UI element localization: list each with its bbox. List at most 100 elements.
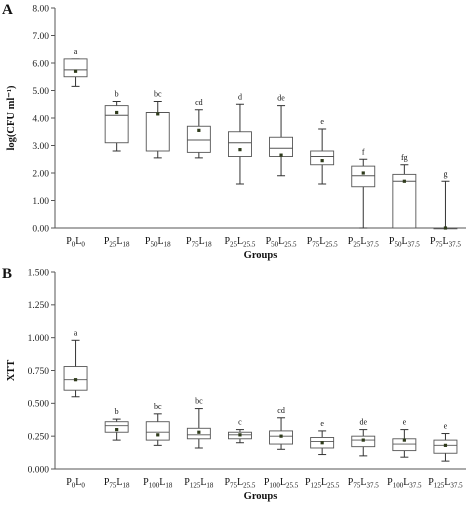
category-subscript: 75 (109, 482, 117, 490)
category-letter: P (428, 477, 434, 488)
category-subscript: 37.5 (408, 241, 421, 249)
box-group: bc (145, 402, 170, 446)
mean-marker (361, 171, 365, 175)
category-letter: P (184, 477, 190, 488)
y-tick-label: 0.00 (32, 224, 49, 234)
panel-label: B (2, 266, 12, 282)
category-label: P75L37.5 (348, 477, 379, 490)
mean-marker (279, 434, 283, 438)
category-letter: P (104, 236, 110, 247)
category-label: P75L37.5 (430, 236, 461, 249)
significance-letter: f (362, 147, 365, 156)
panel-a: A 0.00 1.00 2.00 3.00 4.00 5.00 6.00 7.00 8.00 log… (2, 2, 466, 261)
category-subscript: 25.5 (243, 241, 256, 249)
box-group: b (104, 90, 129, 152)
category-letter: L (443, 236, 449, 247)
category-letter: L (403, 477, 409, 488)
significance-letter: a (74, 328, 78, 337)
category-letter: P (389, 236, 395, 247)
category-label: P125L18 (184, 477, 214, 490)
significance-letter: c (238, 418, 242, 427)
box-iqr (186, 125, 211, 153)
category-label: P100L37.5 (387, 477, 422, 490)
y-tick-label: 6.00 (32, 59, 49, 69)
box-group: d (227, 92, 252, 185)
category-letter: L (116, 236, 122, 247)
category-subscript: 25.5 (286, 482, 299, 490)
box-iqr (63, 58, 88, 78)
category-letter: L (360, 477, 366, 488)
box-group: bc (186, 397, 211, 449)
y-tick-label: 0.000 (28, 465, 50, 475)
category-letter: P (387, 477, 393, 488)
category-subscript: 37.5 (366, 241, 379, 249)
category-subscript: 25 (109, 241, 117, 249)
box-iqr (310, 150, 335, 166)
box-iqr (392, 173, 417, 229)
box-group: b (104, 407, 129, 441)
mean-marker (238, 148, 242, 152)
mean-marker (156, 112, 160, 116)
mean-marker (197, 430, 201, 434)
category-letter: P (305, 477, 311, 488)
mean-marker (402, 438, 406, 442)
category-subscript: 75 (192, 241, 200, 249)
category-letter: L (75, 236, 81, 247)
mean-marker (238, 433, 242, 437)
box-iqr (145, 112, 170, 152)
mean-marker (279, 153, 283, 157)
category-subscript: 18 (122, 482, 129, 490)
panel-b: B 0.000 0.250 0.500 0.750 1.000 1.250 1.500 XTT G… (2, 266, 466, 502)
category-letter: L (280, 477, 286, 488)
category-label: P25L18 (104, 236, 130, 249)
mean-marker (443, 226, 448, 230)
category-subscript: 25.5 (284, 241, 297, 249)
category-label: P75L25.5 (307, 236, 338, 249)
category-letter: L (237, 477, 243, 488)
box-group: c (227, 418, 252, 444)
significance-letter: d (238, 92, 242, 101)
category-subscript: 75 (230, 482, 238, 490)
box-iqr (145, 421, 170, 441)
category-subscript: 0 (81, 241, 85, 249)
category-label: P125L25.5 (305, 477, 340, 490)
category-subscript: 18 (165, 482, 173, 490)
mean-marker (156, 433, 160, 437)
x-axis-label: Groups (244, 491, 278, 502)
significance-letter: fg (401, 153, 408, 162)
category-letter: P (143, 477, 149, 488)
category-letter: L (401, 236, 407, 247)
category-subscript: 75 (353, 482, 361, 490)
category-letter: L (319, 236, 325, 247)
mean-marker (115, 428, 119, 432)
box-group: a (63, 47, 88, 87)
category-subscript: 75 (312, 241, 320, 249)
mean-marker (197, 128, 201, 132)
category-letter: L (237, 236, 243, 247)
y-tick-label: 0.750 (28, 367, 50, 377)
category-letter: P (66, 477, 72, 488)
box-group: de (351, 418, 376, 457)
category-letter: P (264, 477, 270, 488)
mean-marker (443, 443, 448, 447)
x-axis-label: Groups (244, 250, 278, 261)
significance-letter: bc (154, 402, 162, 411)
category-subscript: 100 (149, 482, 160, 490)
category-subscript: 50 (394, 241, 402, 249)
box-group: e (310, 117, 335, 185)
box-group: g (433, 169, 458, 230)
category-letter: P (66, 236, 72, 247)
mean-marker (320, 441, 324, 445)
box-group: e (392, 418, 417, 458)
mean-marker (402, 179, 406, 183)
category-subscript: 37.5 (366, 482, 379, 490)
box-group: fg (392, 153, 417, 229)
mean-marker (73, 69, 78, 73)
significance-letter: g (443, 169, 447, 178)
category-letter: L (157, 236, 163, 247)
category-subscript: 37.5 (450, 482, 463, 490)
category-label: P50L18 (145, 236, 171, 249)
category-subscript: 100 (269, 482, 280, 490)
category-subscript: 25.5 (325, 241, 338, 249)
